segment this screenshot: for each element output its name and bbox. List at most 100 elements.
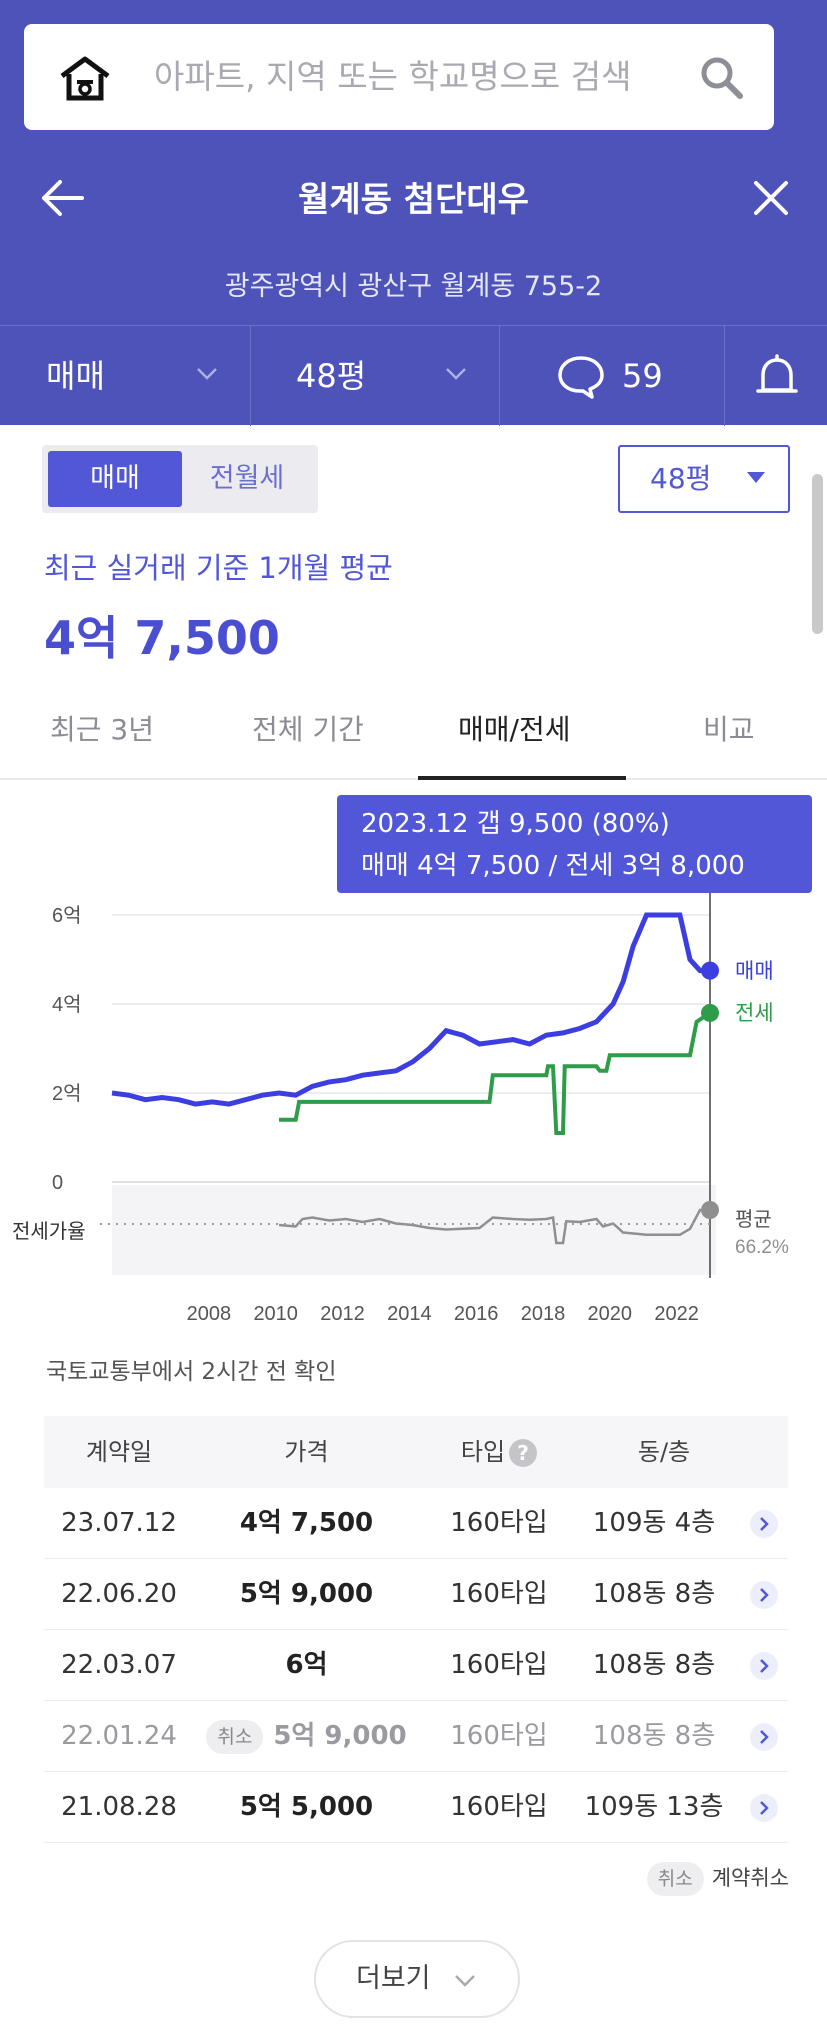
col-type: 타입?: [419, 1416, 579, 1488]
tooltip-price-line: 매매 4억 7,500 / 전세 3억 8,000: [361, 851, 745, 881]
comment-count: 59: [622, 357, 663, 395]
x-tick-label: 2018: [521, 1303, 566, 1325]
chevron-right-icon[interactable]: [750, 1794, 778, 1822]
cell-date: 22.03.07: [61, 1650, 177, 1680]
search-placeholder[interactable]: 아파트, 지역 또는 학교명으로 검색: [154, 57, 632, 96]
page-title: 월계동 첨단대우: [298, 180, 529, 220]
chevron-right-icon[interactable]: [750, 1652, 778, 1680]
ratio-band: [112, 1185, 716, 1275]
source-note: 국토교통부에서 2시간 전 확인: [46, 1359, 337, 1385]
divider: [250, 326, 251, 426]
size-filter[interactable]: 48평: [296, 326, 366, 426]
toggle-sale[interactable]: 매매: [48, 451, 182, 507]
y-tick-label: 4억: [52, 993, 82, 1016]
tab-sale-jeonse[interactable]: 매매/전세: [458, 713, 571, 746]
cell-price: 취소 5억 9,000: [194, 1701, 419, 1771]
y-tick-label: 2억: [52, 1082, 82, 1105]
col-unit: 동/층: [637, 1438, 691, 1466]
x-tick-label: 2014: [387, 1303, 432, 1325]
tab-compare[interactable]: 비교: [703, 713, 755, 746]
x-tick-label: 2010: [253, 1303, 298, 1325]
back-arrow-icon[interactable]: [40, 178, 86, 218]
size-select[interactable]: 48평: [618, 445, 790, 513]
cell-price: 5억 5,000: [239, 1792, 374, 1822]
home-icon[interactable]: [58, 54, 112, 102]
tab-recent-3y[interactable]: 최근 3년: [50, 713, 154, 746]
average-label: 최근 실거래 기준 1개월 평균: [44, 551, 393, 585]
cancel-legend: 취소 계약취소: [646, 1862, 789, 1896]
cell-date: 22.01.24: [61, 1721, 177, 1751]
table-row[interactable]: 22.01.24 취소 5억 9,000 160타입 108동 8층: [44, 1701, 788, 1772]
cell-price: 4억 7,500: [239, 1508, 374, 1538]
speech-bubble-icon: [558, 356, 604, 399]
col-type-label: 타입: [460, 1438, 506, 1466]
caret-down-icon: [747, 472, 765, 483]
search-bar[interactable]: 아파트, 지역 또는 학교명으로 검색: [24, 24, 774, 130]
y-tick-label: 0: [52, 1172, 63, 1194]
cell-type: 160타입: [450, 1721, 548, 1751]
cell-unit: 109동 4층: [592, 1508, 716, 1538]
chart-tooltip: 2023.12 갭 9,500 (80%) 매매 4억 7,500 / 전세 3…: [337, 795, 812, 893]
cell-date: 21.08.28: [61, 1792, 177, 1822]
jeonse-series-label: 전세: [735, 1002, 774, 1025]
col-price: 가격: [284, 1438, 329, 1466]
jeonse-series-line: [279, 1011, 712, 1135]
help-icon[interactable]: ?: [509, 1439, 538, 1467]
y-tick-label: 6억: [52, 904, 82, 927]
cell-date: 23.07.12: [61, 1508, 177, 1538]
active-tab-indicator: [418, 776, 626, 780]
trade-toggle: 매매 전월세: [42, 445, 318, 513]
x-tick-label: 2012: [320, 1303, 365, 1325]
ratio-average-value: 66.2%: [735, 1237, 789, 1258]
size-filter-label: 48평: [296, 357, 367, 395]
chevron-down-icon: [197, 368, 217, 380]
sale-current-point: [701, 961, 719, 980]
ratio-series-line: [278, 1208, 710, 1245]
close-icon[interactable]: [751, 178, 791, 218]
chevron-right-icon[interactable]: [750, 1510, 778, 1538]
cell-type: 160타입: [450, 1650, 548, 1680]
divider: [499, 326, 500, 426]
address: 광주광역시 광산구 월계동 755-2: [224, 271, 603, 302]
trade-type-filter[interactable]: 매매: [46, 326, 105, 426]
title-row: 월계동 첨단대우: [0, 160, 827, 235]
jeonse-current-point: [701, 1003, 719, 1022]
tab-all-period[interactable]: 전체 기간: [252, 713, 364, 746]
toggle-rent[interactable]: 전월세: [209, 463, 285, 494]
cell-price: 5억 9,000: [239, 1579, 374, 1609]
trade-type-label: 매매: [46, 357, 105, 395]
tooltip-gap-line: 2023.12 갭 9,500 (80%): [361, 809, 670, 839]
table-row[interactable]: 23.07.12 4억 7,500 160타입 109동 4층: [44, 1488, 788, 1559]
divider: [724, 326, 725, 426]
cell-type: 160타입: [450, 1579, 548, 1609]
scrollbar[interactable]: [812, 474, 823, 634]
app-header: 아파트, 지역 또는 학교명으로 검색 월계동 첨단대우 광주광역시 광산구 월…: [0, 0, 827, 426]
more-button-label: 더보기: [356, 1963, 431, 1994]
chart-tabs: 최근 3년 전체 기간 매매/전세 비교: [0, 690, 827, 780]
cell-price: 6억: [285, 1650, 328, 1680]
price-chart[interactable]: 6억 4억 2억 0 2008 2010 2012 2014 2016 2018 2020 2022…: [0, 780, 827, 1340]
ratio-current-point: [701, 1201, 719, 1219]
ratio-axis-label: 전세가율: [12, 1220, 86, 1243]
col-date: 계약일: [85, 1438, 153, 1466]
chevron-down-icon: [455, 1975, 475, 1987]
chevron-right-icon[interactable]: [750, 1723, 778, 1751]
cell-unit: 108동 8층: [592, 1579, 716, 1609]
size-select-label: 48평: [650, 462, 712, 495]
table-row[interactable]: 22.06.20 5억 9,000 160타입 108동 8층: [44, 1559, 788, 1630]
chevron-right-icon[interactable]: [750, 1581, 778, 1609]
average-price: 4억 7,500: [44, 611, 280, 665]
more-button[interactable]: 더보기: [314, 1940, 520, 2018]
bell-icon[interactable]: [755, 354, 799, 402]
chevron-down-icon: [446, 368, 466, 380]
cell-type: 160타입: [450, 1792, 548, 1822]
cell-unit: 109동 13층: [584, 1792, 724, 1822]
ratio-average-label: 평균: [735, 1208, 772, 1231]
table-row[interactable]: 21.08.28 5억 5,000 160타입 109동 13층: [44, 1772, 788, 1843]
price-text: 5억 9,000: [273, 1721, 407, 1751]
x-tick-label: 2022: [654, 1303, 699, 1325]
table-row[interactable]: 22.03.07 6억 160타입 108동 8층: [44, 1630, 788, 1701]
search-icon[interactable]: [698, 54, 744, 100]
x-tick-label: 2020: [588, 1303, 633, 1325]
cancel-chip: 취소: [206, 1719, 264, 1754]
